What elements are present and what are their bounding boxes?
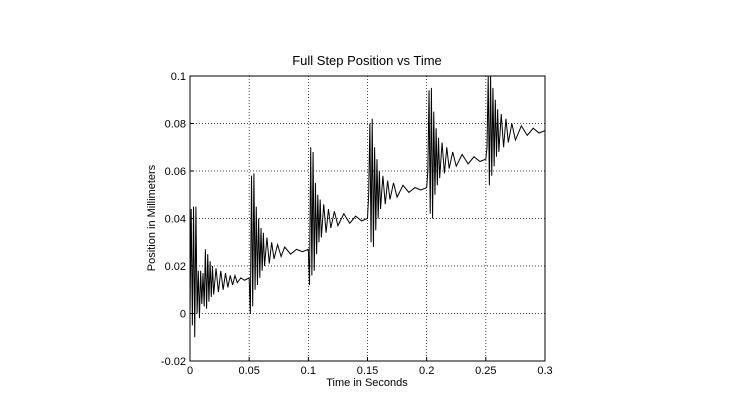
x-tick-label: 0.25 [475, 365, 496, 377]
x-tick-label: 0.15 [357, 365, 378, 377]
y-tick-label: 0.06 [165, 166, 186, 178]
y-tick-label: -0.02 [161, 356, 186, 368]
x-tick-label: 0 [187, 365, 193, 377]
y-tick-label: 0.02 [165, 261, 186, 273]
x-axis-label: Time in Seconds [326, 377, 408, 389]
x-tick-label: 0.3 [537, 365, 552, 377]
y-tick-label: 0.1 [171, 71, 186, 83]
data-line [190, 76, 545, 338]
plot-frame [189, 75, 546, 362]
x-tick-label: 0.2 [419, 365, 434, 377]
x-tick-label: 0.1 [301, 365, 316, 377]
chart-title: Full Step Position vs Time [292, 53, 442, 68]
y-tick-label: 0.04 [165, 214, 186, 226]
ticks: 0 0.05 0.1 0.15 0.2 0.25 0.3-0.0200.020.040.06… [161, 71, 553, 377]
y-tick-label: 0.08 [165, 119, 186, 131]
x-tick-label: 0.05 [238, 365, 259, 377]
y-tick-label: 0 [180, 309, 186, 321]
y-axis-label: Position in Millimeters [146, 164, 158, 271]
